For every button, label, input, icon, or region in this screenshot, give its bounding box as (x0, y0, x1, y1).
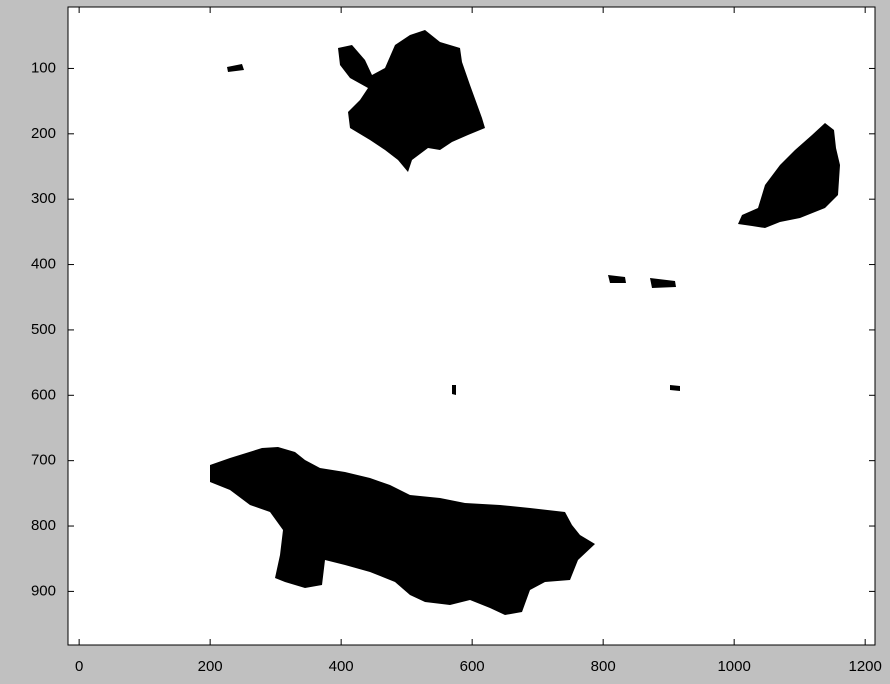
y-tick-label: 200 (31, 125, 56, 142)
y-tick-label: 100 (31, 59, 56, 76)
y-tick-label: 900 (31, 582, 56, 599)
y-tick-label: 800 (31, 517, 56, 534)
y-tick-label: 300 (31, 190, 56, 207)
x-tick-label: 400 (329, 658, 354, 675)
y-tick-label: 700 (31, 452, 56, 469)
y-tick-label: 400 (31, 256, 56, 273)
x-tick-label: 1000 (717, 658, 750, 675)
x-tick-label: 800 (591, 658, 616, 675)
y-tick-label: 500 (31, 321, 56, 338)
x-tick-label: 0 (75, 658, 83, 675)
y-tick-label: 600 (31, 386, 56, 403)
x-tick-label: 200 (198, 658, 223, 675)
x-tick-label: 1200 (848, 658, 881, 675)
x-tick-label: 600 (460, 658, 485, 675)
figure: 0 200 400 600 800 1000 1200 100 200 300 400 500 600 7… (0, 0, 890, 684)
page: 0 200 400 600 800 1000 1200 100 200 300 400 500 600 7… (0, 0, 890, 684)
